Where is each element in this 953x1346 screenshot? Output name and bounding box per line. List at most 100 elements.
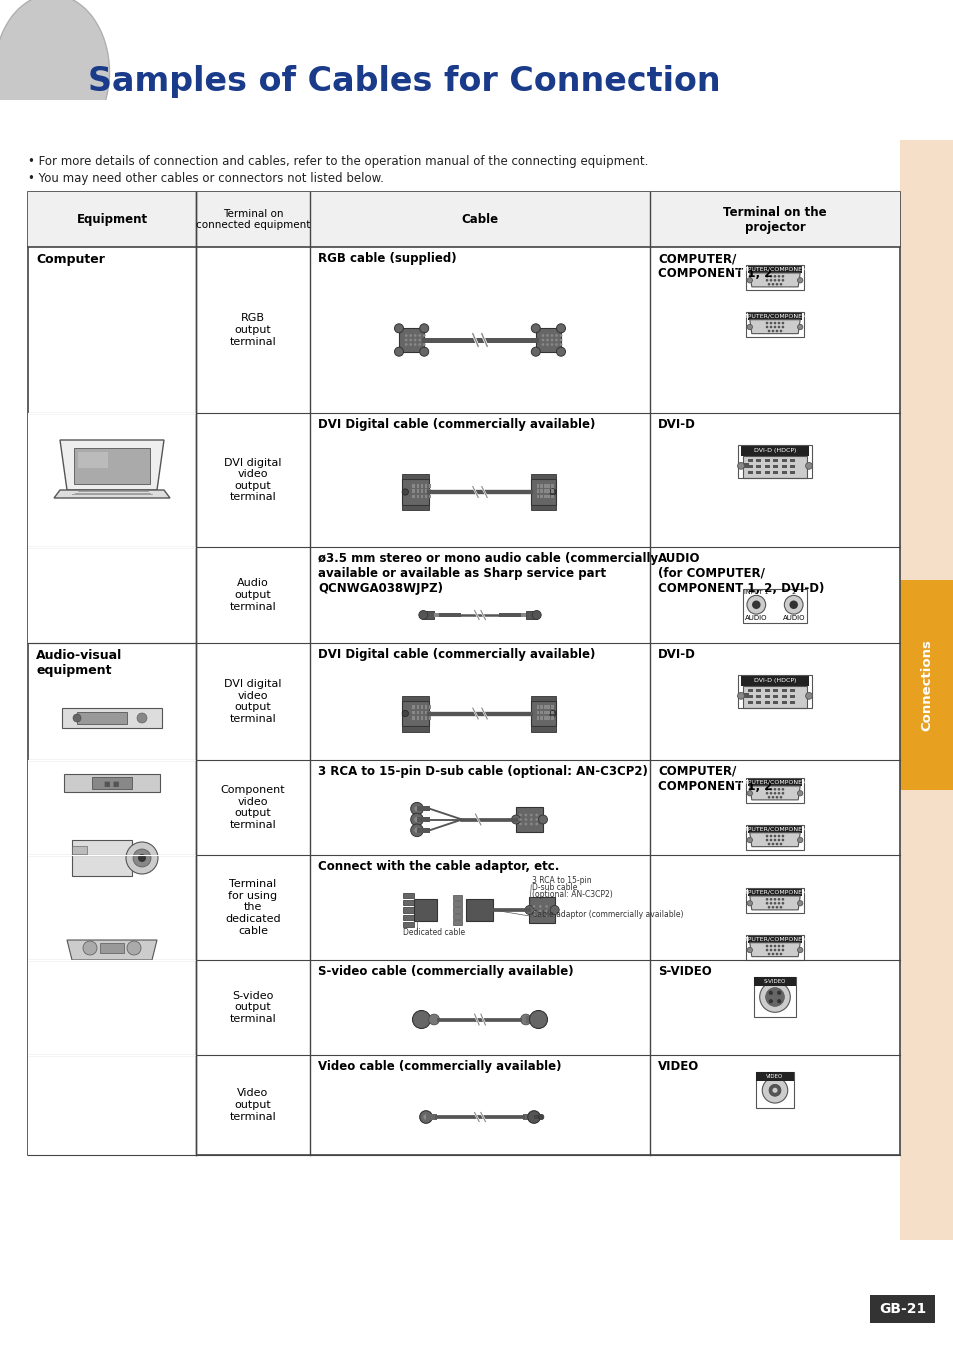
Circle shape xyxy=(524,906,534,914)
Bar xyxy=(531,474,556,479)
Circle shape xyxy=(772,1088,777,1093)
Bar xyxy=(401,725,428,731)
Bar xyxy=(543,490,546,493)
Bar xyxy=(498,614,521,616)
Bar xyxy=(539,495,542,498)
Circle shape xyxy=(746,790,752,795)
Circle shape xyxy=(418,343,420,346)
Polygon shape xyxy=(398,328,424,351)
Bar xyxy=(745,312,802,336)
Bar xyxy=(781,695,786,699)
Bar xyxy=(416,806,429,810)
Circle shape xyxy=(769,902,772,905)
Text: Dedicated cable: Dedicated cable xyxy=(403,929,465,937)
Bar xyxy=(531,479,556,505)
Circle shape xyxy=(769,791,772,794)
Circle shape xyxy=(768,991,772,995)
Circle shape xyxy=(529,1011,547,1028)
Circle shape xyxy=(83,941,97,956)
Circle shape xyxy=(773,322,776,324)
Circle shape xyxy=(765,322,767,324)
Bar xyxy=(756,471,760,474)
Text: Terminal on the
projector: Terminal on the projector xyxy=(722,206,826,233)
Circle shape xyxy=(777,835,780,837)
Bar xyxy=(416,716,418,720)
Bar xyxy=(781,701,786,704)
Bar xyxy=(756,1073,793,1108)
Bar xyxy=(773,695,778,699)
Circle shape xyxy=(411,813,423,826)
Bar xyxy=(547,705,550,709)
Bar xyxy=(738,676,811,708)
Bar xyxy=(420,711,423,715)
Circle shape xyxy=(783,595,802,614)
Bar xyxy=(416,495,418,498)
Circle shape xyxy=(781,839,783,841)
Bar xyxy=(747,471,752,474)
Bar xyxy=(522,1114,534,1120)
Circle shape xyxy=(132,849,151,867)
Circle shape xyxy=(779,843,781,845)
Circle shape xyxy=(550,343,553,346)
Circle shape xyxy=(555,343,558,346)
Circle shape xyxy=(769,898,772,900)
Text: Computer: Computer xyxy=(36,253,105,267)
Circle shape xyxy=(773,945,776,948)
Circle shape xyxy=(777,945,780,948)
Text: 2: 2 xyxy=(791,590,795,595)
Bar xyxy=(547,716,550,720)
Bar xyxy=(789,689,795,692)
Circle shape xyxy=(556,324,565,332)
Circle shape xyxy=(537,1114,543,1120)
Circle shape xyxy=(773,791,776,794)
Bar xyxy=(742,456,806,478)
Bar xyxy=(748,934,801,942)
Circle shape xyxy=(767,795,770,798)
Bar xyxy=(453,900,461,906)
Bar xyxy=(781,689,786,692)
Bar xyxy=(516,806,542,832)
Circle shape xyxy=(781,945,783,948)
Circle shape xyxy=(409,334,412,336)
Text: GB-21: GB-21 xyxy=(879,1302,925,1316)
Bar xyxy=(424,716,427,720)
Text: DVI Digital cable (commercially available): DVI Digital cable (commercially availabl… xyxy=(317,419,595,431)
Circle shape xyxy=(414,334,416,336)
Circle shape xyxy=(769,835,772,837)
Circle shape xyxy=(520,1014,531,1024)
Bar xyxy=(756,1073,793,1081)
Circle shape xyxy=(773,898,776,900)
Bar xyxy=(453,919,461,925)
Text: DVI-D (HDCP): DVI-D (HDCP) xyxy=(753,448,796,454)
Circle shape xyxy=(765,275,767,277)
Ellipse shape xyxy=(0,0,110,149)
Circle shape xyxy=(409,339,412,342)
Bar xyxy=(401,505,428,510)
Circle shape xyxy=(775,283,778,285)
Circle shape xyxy=(769,326,772,328)
Bar xyxy=(756,464,760,468)
Bar xyxy=(748,312,801,320)
Text: COMPUTER/COMPONENT 2: COMPUTER/COMPONENT 2 xyxy=(733,314,816,318)
Circle shape xyxy=(126,843,158,874)
Bar xyxy=(789,471,795,474)
Circle shape xyxy=(761,1078,787,1104)
Text: Video cable (commercially available): Video cable (commercially available) xyxy=(317,1061,561,1073)
Circle shape xyxy=(555,339,558,342)
Circle shape xyxy=(127,941,141,956)
Circle shape xyxy=(518,822,521,825)
Circle shape xyxy=(765,839,767,841)
Circle shape xyxy=(746,595,765,614)
Circle shape xyxy=(775,330,778,332)
Circle shape xyxy=(781,326,783,328)
Bar xyxy=(745,778,802,804)
Polygon shape xyxy=(60,440,164,490)
Bar xyxy=(71,840,132,876)
Bar xyxy=(742,685,806,708)
Circle shape xyxy=(775,843,778,845)
Bar xyxy=(412,705,415,709)
Circle shape xyxy=(549,711,556,716)
Circle shape xyxy=(402,489,408,495)
Bar xyxy=(781,471,786,474)
Bar xyxy=(756,701,760,704)
